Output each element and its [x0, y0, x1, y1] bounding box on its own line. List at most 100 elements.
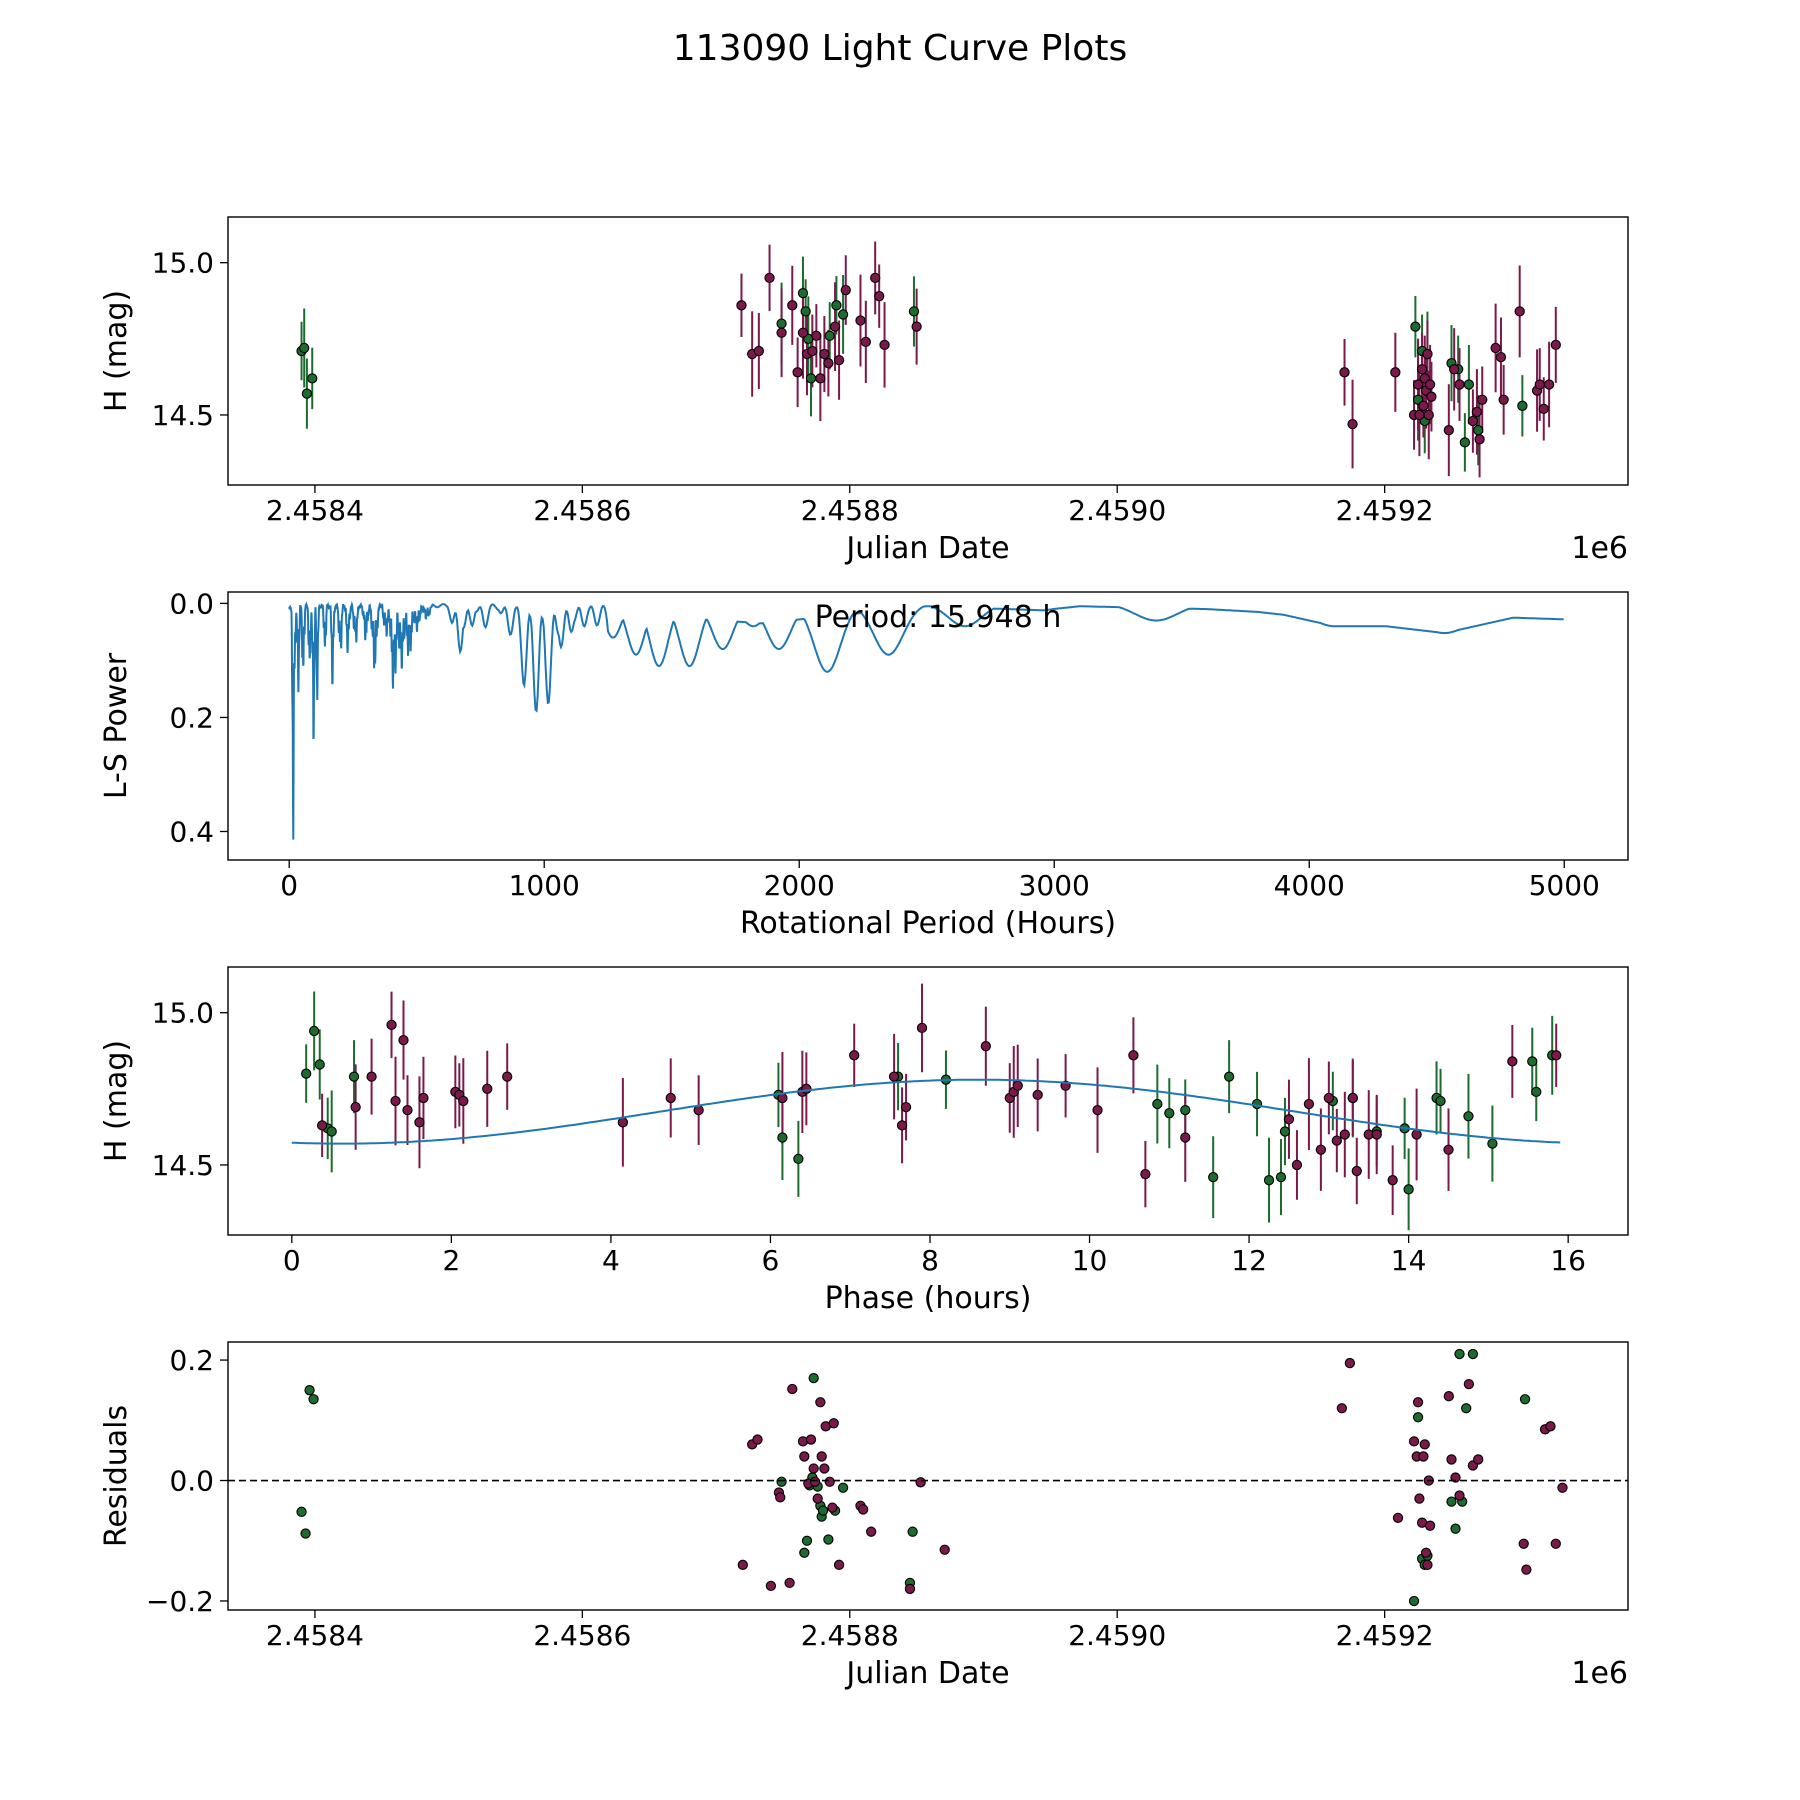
x-tick-label: 2.4592	[1336, 1619, 1434, 1652]
data-point-purple	[787, 1383, 798, 1395]
data-point-purple	[458, 1095, 469, 1107]
data-point-purple	[807, 345, 818, 357]
data-point-green	[296, 1506, 307, 1517]
x-axis-label: Rotational Period (Hours)	[740, 906, 1116, 941]
data-point-purple	[1140, 1168, 1151, 1180]
data-point-green	[1487, 1138, 1498, 1149]
data-point-green	[1412, 1412, 1424, 1423]
data-point-purple	[1408, 1436, 1420, 1447]
data-point-purple	[1283, 1114, 1295, 1125]
data-point-purple	[1032, 1089, 1043, 1101]
y-tick-label: 15.0	[152, 997, 214, 1030]
data-point-green	[307, 373, 318, 384]
data-point-purple	[1495, 351, 1507, 363]
data-point-purple	[1092, 1104, 1103, 1116]
fit-curve	[291, 1078, 1561, 1145]
data-point-purple	[812, 1493, 823, 1504]
data-point-purple	[1471, 406, 1483, 418]
data-point-purple	[840, 284, 851, 296]
data-point-purple	[911, 321, 922, 332]
data-point-purple	[1473, 1454, 1484, 1465]
data-point-purple	[1518, 1538, 1529, 1549]
x-tick-label: 12	[1231, 1244, 1267, 1277]
data-point-purple	[1371, 1129, 1382, 1140]
data-point-green	[1275, 1171, 1287, 1183]
data-point-purple	[1414, 1493, 1425, 1504]
data-point-purple	[753, 345, 765, 357]
data-point-purple	[823, 358, 834, 369]
y-tick-label: 0.0	[169, 1465, 214, 1498]
x-offset-label: 1e6	[1571, 531, 1628, 566]
data-point-green	[304, 1385, 315, 1396]
y-tick-label: 14.5	[152, 399, 214, 432]
data-point-purple	[390, 1095, 401, 1107]
data-point-purple	[1551, 1050, 1562, 1061]
data-point-green	[1450, 1523, 1461, 1534]
data-point-purple	[792, 367, 803, 378]
axes-frame	[227, 591, 1629, 861]
data-point-purple	[1315, 1144, 1327, 1155]
data-point-green	[777, 1132, 788, 1143]
x-tick-label: 2.4588	[801, 1619, 899, 1652]
data-point-purple	[1416, 364, 1428, 375]
y-axis-label: L-S Power	[99, 652, 134, 799]
data-point-purple	[870, 272, 881, 284]
data-point-purple	[1477, 394, 1488, 405]
data-point-purple	[1474, 434, 1485, 445]
data-point-green	[793, 1153, 804, 1165]
data-point-purple	[1490, 342, 1501, 354]
data-point-purple	[1419, 1439, 1430, 1450]
data-point-purple	[737, 1559, 748, 1570]
x-tick-label: 2000	[764, 869, 835, 902]
data-point-purple	[1344, 1357, 1356, 1369]
data-point-green	[1223, 1071, 1235, 1082]
data-point-green	[776, 318, 787, 329]
data-point-purple	[764, 272, 775, 284]
data-point-green	[301, 388, 313, 399]
data-point-purple	[1414, 409, 1425, 421]
data-point-green	[1531, 1086, 1542, 1098]
y-axis-label: H (mag)	[99, 290, 134, 412]
data-point-purple	[815, 1397, 826, 1408]
data-point-purple	[402, 1104, 413, 1116]
data-point-purple	[1128, 1050, 1139, 1061]
x-tick-label: 2.4584	[266, 494, 364, 527]
data-point-purple	[833, 354, 845, 366]
data-point-purple	[316, 1120, 328, 1131]
data-point-purple	[1521, 1564, 1532, 1575]
data-point-purple	[811, 330, 822, 341]
data-point-purple	[1390, 367, 1401, 378]
x-tick-label: 0	[280, 869, 298, 902]
data-point-purple	[1543, 379, 1555, 390]
x-tick-label: 10	[1072, 1244, 1108, 1277]
x-axis-label: Phase (hours)	[825, 1281, 1032, 1316]
period-annotation: Period: 15.948 h	[815, 600, 1062, 635]
data-point-purple	[1550, 339, 1561, 351]
data-point-purple	[1557, 1482, 1568, 1493]
x-tick-label: 2.4584	[266, 1619, 364, 1652]
data-point-green	[776, 1476, 787, 1487]
x-tick-label: 4000	[1274, 869, 1345, 902]
data-point-purple	[827, 1502, 838, 1513]
data-point-purple	[665, 1092, 676, 1104]
data-point-purple	[904, 1583, 916, 1595]
panel-phase-folded	[220, 1012, 1569, 1243]
data-point-purple	[828, 1418, 839, 1429]
y-axis-label: H (mag)	[99, 1040, 134, 1162]
data-point-purple	[1534, 379, 1545, 390]
data-point-purple	[855, 315, 866, 326]
data-point-purple	[896, 1120, 908, 1131]
panel-residuals	[220, 1359, 1386, 1618]
x-tick-label: 6	[762, 1244, 780, 1277]
data-point-green	[301, 1068, 312, 1079]
data-point-purple	[775, 1492, 786, 1503]
data-point-purple	[808, 1463, 819, 1474]
data-point-green	[1446, 1496, 1457, 1507]
data-point-green	[908, 306, 920, 317]
periodogram-line	[288, 600, 1564, 840]
data-point-green	[1435, 1095, 1446, 1107]
data-point-purple	[1454, 1490, 1465, 1501]
data-point-purple	[418, 1092, 429, 1104]
data-point-green	[801, 1535, 813, 1546]
